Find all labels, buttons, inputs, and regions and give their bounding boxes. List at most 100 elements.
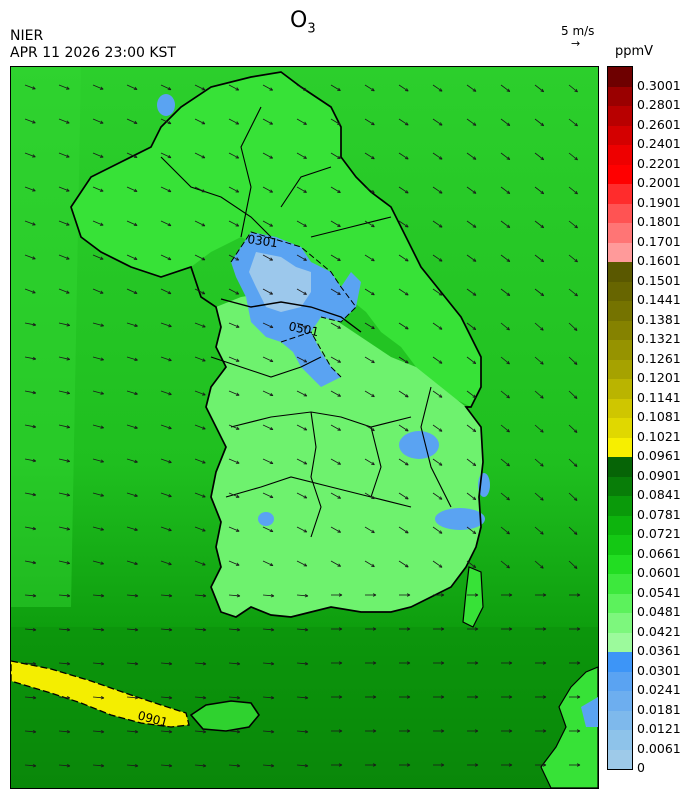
wind-arrow: [126, 458, 138, 463]
map-panel[interactable]: 0301 0501 0901: [10, 66, 599, 789]
wind-arrow: [500, 356, 510, 365]
wind-arrow-head: [270, 697, 275, 700]
wind-arrow-head: [440, 496, 443, 500]
wind-arrow-head: [236, 494, 240, 498]
wind-arrow-head: [270, 87, 273, 91]
wind-arrow-head: [406, 729, 411, 732]
wind-arrow-head: [472, 124, 477, 126]
wind-arrow: [160, 560, 172, 565]
wind-arrow-head: [32, 426, 36, 429]
wind-arrow-head: [100, 563, 104, 565]
wind-arrow: [58, 118, 70, 124]
wind-arrow: [330, 424, 341, 431]
wind-arrow: [126, 390, 138, 395]
wind-arrow-head: [438, 498, 443, 500]
wind-arrow-head: [168, 460, 172, 463]
wind-arrow: [432, 560, 443, 568]
wind-arrow: [58, 322, 70, 326]
wind-arrow: [296, 594, 308, 597]
wind-arrow: [364, 492, 375, 500]
wind-arrow-head: [438, 362, 443, 364]
wind-arrow-head: [270, 562, 274, 566]
wind-arrow: [58, 458, 70, 462]
wind-arrow: [432, 492, 443, 500]
wind-arrow: [330, 560, 341, 567]
wind-arrow-head: [202, 594, 207, 597]
wind-arrow-head: [134, 730, 139, 733]
wind-arrow-head: [507, 428, 510, 433]
wind-arrow: [160, 84, 172, 91]
wind-arrow-head: [270, 223, 273, 227]
wind-arrow: [262, 526, 274, 533]
wind-arrow: [24, 356, 36, 360]
wind-arrow-head: [508, 627, 513, 630]
wind-arrow: [262, 594, 274, 597]
wind-arrow-head: [473, 394, 477, 398]
wind-arrow-head: [236, 528, 240, 532]
wind-arrow-head: [541, 122, 545, 126]
wind-arrow-head: [66, 461, 70, 463]
wind-arrow-head: [372, 359, 375, 363]
wind-arrow-head: [338, 155, 341, 159]
wind-arrow-head: [506, 226, 510, 228]
wind-arrow-head: [168, 663, 173, 666]
wind-arrow-head: [66, 662, 71, 665]
wind-arrow: [126, 356, 138, 361]
wind-arrow-head: [573, 465, 578, 467]
wind-arrow-head: [507, 156, 511, 160]
colorbar-tick-label: 0.2801: [637, 97, 681, 112]
wind-arrow-head: [100, 697, 105, 700]
wind-arrow: [126, 730, 138, 733]
wind-arrow: [432, 424, 443, 432]
wind-arrow-head: [66, 290, 70, 294]
wind-arrow-head: [508, 661, 513, 664]
wind-arrow-head: [575, 361, 578, 365]
wind-arrow-head: [541, 497, 544, 501]
colorbar-cell: [608, 418, 632, 438]
wind-arrow: [126, 594, 138, 597]
wind-arrow: [330, 356, 341, 363]
wind-arrow: [160, 696, 172, 699]
wind-arrow: [160, 594, 172, 597]
wind-arrow-head: [100, 594, 105, 597]
wind-arrow-head: [270, 257, 273, 261]
wind-arrow: [58, 594, 70, 597]
wind-arrow-head: [134, 459, 138, 463]
wind-arrow-head: [270, 324, 274, 328]
wind-arrow-head: [202, 562, 206, 566]
wind-arrow-head: [540, 192, 544, 195]
wind-arrow: [500, 322, 510, 331]
wind-arrow-head: [202, 189, 206, 193]
colorbar-tick-label: 0.0781: [637, 506, 681, 522]
wind-arrow-head: [338, 764, 343, 767]
wind-arrow: [194, 220, 206, 227]
wind-arrow: [330, 526, 341, 533]
wind-arrow-head: [474, 628, 479, 631]
wind-arrow-head: [338, 189, 341, 193]
wind-arrow-head: [541, 88, 545, 92]
wind-arrow-head: [304, 121, 307, 125]
wind-arrow-head: [32, 120, 36, 124]
wind-arrow-head: [304, 87, 307, 91]
wind-arrow-head: [506, 328, 510, 331]
wind-arrow-head: [202, 629, 207, 632]
wind-arrow-head: [573, 363, 578, 365]
wind-arrow: [194, 84, 206, 91]
wind-arrow-head: [506, 532, 510, 535]
wind-arrow-head: [575, 395, 578, 399]
wind-arrow-head: [168, 86, 172, 90]
colorbar-cell: [608, 437, 632, 457]
wind-arrow-head: [236, 257, 240, 261]
wind-arrow: [534, 84, 544, 93]
wind-arrow-head: [406, 696, 411, 699]
wind-arrow: [534, 322, 544, 331]
wind-arrow: [296, 696, 308, 699]
wind-arrow-head: [438, 396, 443, 398]
wind-arrow-head: [372, 189, 375, 194]
wind-arrow-head: [575, 258, 578, 263]
wind-arrow-head: [542, 662, 547, 665]
wind-arrow-head: [304, 325, 308, 329]
wind-arrow: [24, 322, 36, 326]
wind-arrow: [24, 186, 36, 192]
wind-arrow: [296, 492, 307, 499]
